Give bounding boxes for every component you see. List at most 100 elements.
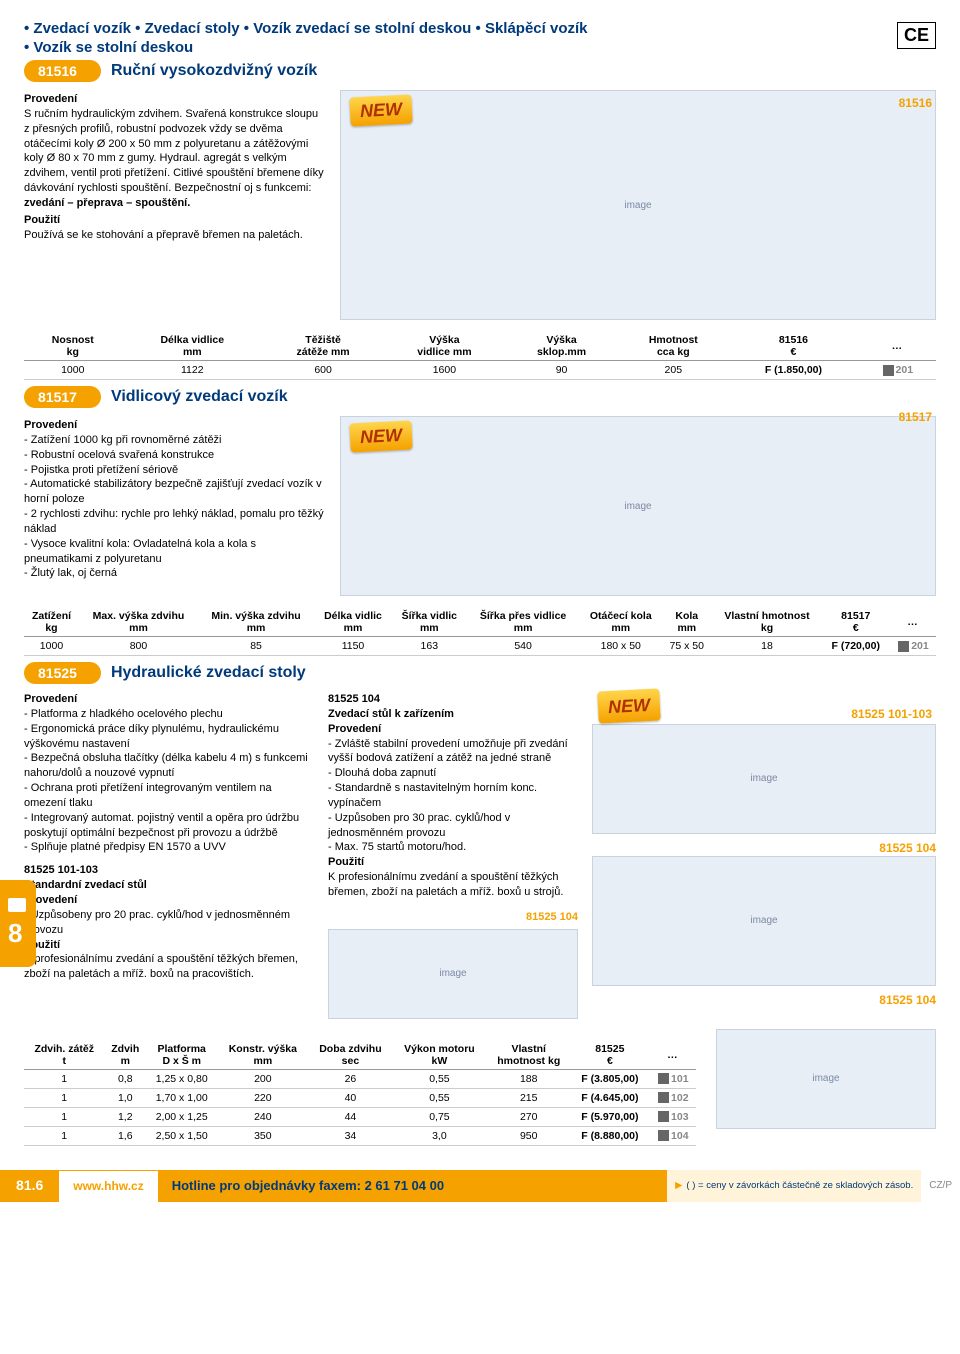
bullet-item: Bezpečná obsluha tlačítky (délka kabelu … <box>24 751 314 781</box>
table-cell: 201 <box>889 637 936 656</box>
col-header: Výškasklop.mm <box>506 332 618 361</box>
product-image-81517: image <box>340 416 936 596</box>
section-81525-header: 81525 Hydraulické zvedací stoly <box>24 662 936 684</box>
table-cell: 1,70 x 1,00 <box>146 1088 217 1107</box>
pouziti-body: K profesionálnímu zvedání a spouštění tě… <box>328 870 578 900</box>
section-title: Vidlicový zvedací vozík <box>111 388 288 406</box>
footer-region: CZ/P <box>921 1170 960 1202</box>
table-cell: 44 <box>308 1107 392 1126</box>
new-badge: NEW <box>597 688 661 723</box>
col-header: Šířka vidlicmm <box>392 608 467 637</box>
table-cell: 26 <box>308 1069 392 1088</box>
col-header: 81525€ <box>571 1041 649 1070</box>
pouziti-heading: Použití <box>24 938 314 953</box>
col-header: PlatformaD x Š m <box>146 1041 217 1070</box>
section-81525-left: Provedení Platforma z hladkého ocelového… <box>24 692 314 1019</box>
order-icon <box>883 365 894 376</box>
order-icon <box>898 641 909 652</box>
pouziti-body: K profesionálnímu zvedání a spouštění tě… <box>24 952 314 982</box>
table-cell: 1000 <box>24 361 122 380</box>
bullet-item: Vysoce kvalitní kola: Ovladatelná kola a… <box>24 537 324 567</box>
doc-icon <box>8 898 26 912</box>
bullet-item: Robustní ocelová svařená konstrukce <box>24 448 324 463</box>
cat-item: Sklápěcí vozík <box>476 20 588 37</box>
table-cell: 1,25 x 0,80 <box>146 1069 217 1088</box>
table-cell: 540 <box>467 637 580 656</box>
sub-title: Zvedací stůl k zařízením <box>328 707 578 722</box>
table-cell: 0,8 <box>104 1069 146 1088</box>
code-pill: 81516 <box>24 60 101 82</box>
table-cell: 1,2 <box>104 1107 146 1126</box>
col-header: Délka vidlicmm <box>314 608 392 637</box>
product-image-81525-a: image <box>592 724 936 834</box>
col-header: Doba zdvihusec <box>308 1041 392 1070</box>
table-cell: 240 <box>217 1107 308 1126</box>
bullet-item: Standardně s nastavitelným horním konc. … <box>328 781 578 811</box>
product-label: 81517 <box>899 410 932 424</box>
table-cell: 75 x 50 <box>662 637 711 656</box>
col-header: 81516€ <box>729 332 857 361</box>
table-cell: 102 <box>649 1088 696 1107</box>
provedeni-heading: Provedení <box>328 722 578 737</box>
spec-table-81516: NosnostkgDélka vidlicemmTěžištězátěže mm… <box>24 332 936 380</box>
col-header: Vlastníhmotnost kg <box>486 1041 571 1070</box>
spec-table-81525: Zdvih. zátěžtZdvihmPlatformaD x Š mKonst… <box>24 1041 696 1146</box>
code-pill: 81525 <box>24 662 101 684</box>
bold-line: zvedání – přeprava – spouštění. <box>24 196 324 211</box>
col-header: Konstr. výškamm <box>217 1041 308 1070</box>
col-header: … <box>858 332 936 361</box>
col-header: 81517€ <box>823 608 889 637</box>
col-header: Zdvihm <box>104 1041 146 1070</box>
table-cell: 0,55 <box>392 1088 486 1107</box>
table-cell: 201 <box>858 361 936 380</box>
section-title: Ruční vysokozdvižný vozík <box>111 62 317 80</box>
table-cell: 1600 <box>383 361 506 380</box>
provedeni-heading: Provedení <box>24 92 324 107</box>
col-header: Nosnostkg <box>24 332 122 361</box>
table-cell: F (3.805,00) <box>571 1069 649 1088</box>
product-image-81525-b: image <box>592 856 936 986</box>
sub-code: 81525 104 <box>328 692 578 707</box>
table-cell: 350 <box>217 1126 308 1145</box>
table-cell: 1122 <box>122 361 263 380</box>
table-cell: 1,6 <box>104 1126 146 1145</box>
table-cell: 40 <box>308 1088 392 1107</box>
table-cell: 1000 <box>24 637 79 656</box>
bullet-item: Ergonomická práce díky plynulému, hydrau… <box>24 722 314 752</box>
table-cell: 2,50 x 1,50 <box>146 1126 217 1145</box>
arrow-icon: ▶ <box>675 1180 682 1191</box>
product-label: 81525 104 <box>592 840 936 856</box>
table-cell: F (8.880,00) <box>571 1126 649 1145</box>
bullet-item: Ochrana proti přetížení integrovaným ven… <box>24 781 314 811</box>
pouziti-heading: Použití <box>24 213 324 228</box>
product-label: 81525 104 <box>592 992 936 1008</box>
table-cell: 800 <box>79 637 198 656</box>
bullet-item: Dlouhá doba zapnutí <box>328 766 578 781</box>
section-title: Hydraulické zvedací stoly <box>111 664 306 682</box>
spec-table-81517: ZatíženíkgMax. výška zdvihummMin. výška … <box>24 608 936 656</box>
col-header: Šířka přes vidlicemm <box>467 608 580 637</box>
table-cell: 1 <box>24 1069 104 1088</box>
product-label: 81525 101-103 <box>851 706 932 722</box>
cat-item: Zvedací vozík <box>24 20 131 37</box>
ce-mark: CE <box>897 22 936 49</box>
col-header: Max. výška zdvihumm <box>79 608 198 637</box>
table-cell: 188 <box>486 1069 571 1088</box>
table-cell: 3,0 <box>392 1126 486 1145</box>
table-cell: 1 <box>24 1088 104 1107</box>
table-cell: 34 <box>308 1126 392 1145</box>
order-icon <box>658 1073 669 1084</box>
chapter-tab-8: 8 <box>0 880 36 967</box>
table-cell: 103 <box>649 1107 696 1126</box>
col-header: Délka vidlicemm <box>122 332 263 361</box>
table-cell: 104 <box>649 1126 696 1145</box>
code-pill: 81517 <box>24 386 101 408</box>
table-cell: 163 <box>392 637 467 656</box>
page-footer: 81.6 www.hhw.cz Hotline pro objednávky f… <box>0 1170 960 1202</box>
new-badge: NEW <box>349 420 412 452</box>
new-badge: NEW <box>349 94 412 126</box>
table-cell: 1,0 <box>104 1088 146 1107</box>
footer-url[interactable]: www.hhw.cz <box>59 1170 157 1202</box>
pouziti-heading: Použití <box>328 855 578 870</box>
col-header: Hmotnostcca kg <box>617 332 729 361</box>
